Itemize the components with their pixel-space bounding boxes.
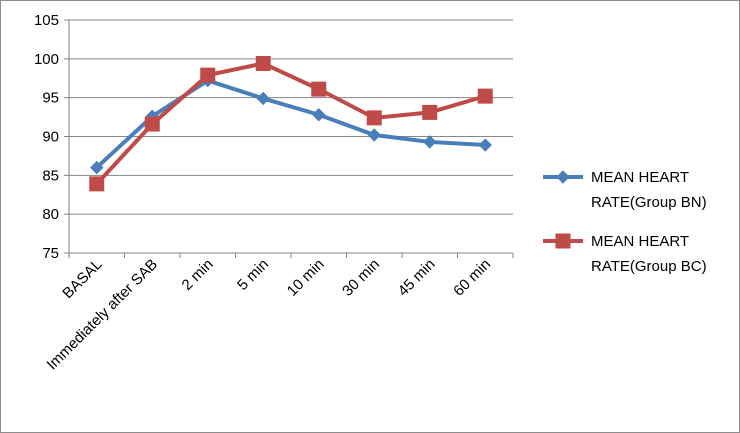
y-tick-label: 105 (34, 12, 59, 29)
data-point-diamond (90, 160, 104, 175)
y-tick-label: 100 (34, 51, 59, 68)
series-2 (89, 55, 493, 192)
x-tick-label: 5 min (234, 256, 272, 294)
data-point-square (311, 81, 327, 97)
y-tick-label: 95 (42, 90, 59, 107)
legend: MEAN HEART RATE(Group BN) MEAN HEART RATE(G… (543, 169, 707, 275)
data-point-square (89, 176, 105, 192)
x-tick-label: BASAL (59, 256, 105, 302)
data-point-diamond (367, 128, 381, 142)
data-point-diamond (423, 135, 437, 149)
data-point-square (555, 233, 571, 249)
y-tick-label: 75 (42, 245, 59, 262)
y-tick-label: 90 (42, 129, 59, 146)
legend-entry: MEAN HEART RATE(Group BC) (543, 233, 707, 275)
y-tick-label: 85 (42, 167, 59, 184)
x-tick-label: 30 min (339, 256, 383, 300)
axes (64, 19, 514, 258)
data-point-diamond (478, 138, 492, 152)
x-tick-label: 10 min (284, 256, 328, 300)
legend-label: RATE(Group BN) (591, 194, 707, 211)
data-point-square (422, 104, 438, 120)
data-point-square (477, 88, 493, 104)
data-point-square (366, 110, 382, 126)
data-point-diamond (312, 108, 326, 122)
series-lines (89, 55, 493, 192)
data-point-square (255, 55, 271, 71)
data-point-diamond (556, 170, 570, 184)
x-tick-label: 2 min (179, 256, 217, 294)
legend-label: RATE(Group BC) (591, 258, 707, 275)
series-line (94, 61, 488, 186)
legend-entry: MEAN HEART RATE(Group BN) (543, 169, 707, 211)
legend-label: MEAN HEART (591, 169, 689, 186)
legend-label: MEAN HEART (591, 233, 689, 250)
data-point-square (144, 116, 160, 132)
y-tick-label: 80 (42, 206, 59, 223)
series-line (94, 78, 488, 170)
x-tick-label: 45 min (395, 256, 439, 300)
x-tick-label: 60 min (450, 256, 494, 300)
data-point-square (200, 67, 216, 83)
gridlines (69, 19, 513, 215)
y-tick-labels: 75 80 85 90 95 100 105 (34, 12, 59, 262)
x-tick-label: Immediately after SAB (44, 256, 162, 374)
data-point-diamond (256, 91, 270, 106)
